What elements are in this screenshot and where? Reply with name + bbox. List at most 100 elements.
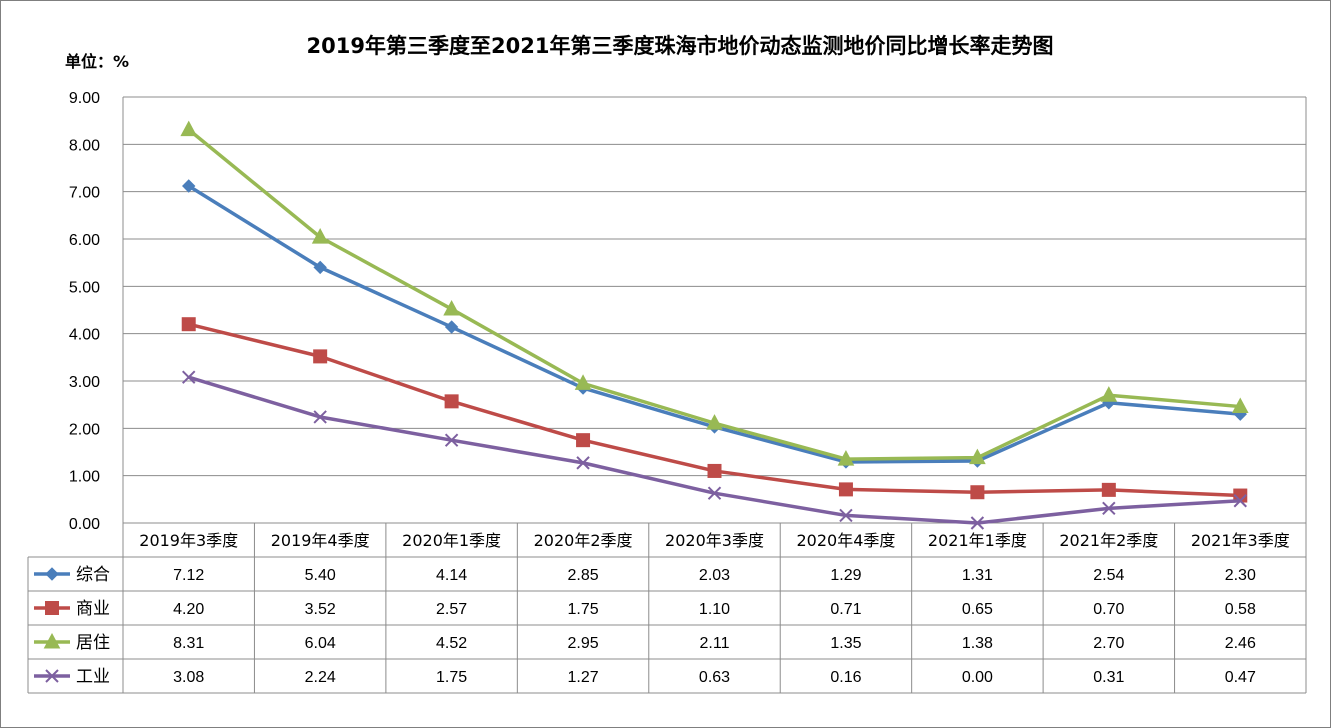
y-tick-label: 5.00 [69,279,100,296]
table-cell-value: 0.65 [962,601,993,618]
table-cell-value: 4.14 [436,567,467,584]
y-tick-label: 6.00 [69,232,100,249]
data-point [970,485,985,500]
table-cell-value: 4.52 [436,635,467,652]
x-tick-label: 2019年4季度 [271,531,370,550]
y-tick-label: 3.00 [69,374,100,391]
table-cell-value: 3.08 [173,669,204,686]
table-cell-value: 0.16 [830,669,861,686]
data-point [707,486,722,500]
table-cell-value: 0.47 [1225,669,1256,686]
data-point [444,433,459,447]
data-point [1100,386,1118,402]
table-cell-value: 0.63 [699,669,730,686]
data-point [313,410,327,424]
table-cell-value: 1.31 [962,567,993,584]
data-point [182,179,196,193]
y-tick-label: 0.00 [69,516,100,533]
data-point [181,317,196,332]
data-point [706,414,723,430]
table-cell-value: 4.20 [173,601,204,618]
table-cell-value: 2.11 [700,635,730,652]
table-cell-value: 1.10 [699,601,730,618]
chart-title: 2019年第三季度至2021年第三季度珠海市地价动态监测地价同比增长率走势图 [307,34,1054,58]
data-point [1102,501,1116,516]
data-point [443,299,460,316]
x-tick-label: 2020年2季度 [534,531,633,550]
table-cell-value: 2.95 [567,635,598,652]
table-cell-value: 2.85 [567,567,598,584]
legend-key-marker [45,669,59,683]
table-cell-value: 1.27 [567,669,598,686]
x-tick-label: 2021年3季度 [1191,531,1290,550]
table-cell-value: 2.30 [1225,567,1256,584]
table-cell-value: 7.12 [173,567,204,584]
data-point [444,320,459,334]
table-cell-value: 2.54 [1093,567,1124,584]
x-tick-label: 2020年4季度 [796,531,895,550]
table-cell-value: 5.40 [305,567,336,584]
table-cell-value: 6.04 [305,635,336,652]
data-point [182,370,196,384]
legend-entry: 工业 [76,667,110,687]
x-tick-label: 2020年3季度 [665,531,764,550]
table-cell-value: 0.00 [962,669,993,686]
series-工业 [182,370,1247,530]
x-tick-label: 2021年1季度 [928,531,1027,550]
table-cell-value: 2.24 [305,669,336,686]
data-point [576,456,590,470]
table-cell-value: 2.03 [699,567,730,584]
data-point [839,508,853,523]
table-cell-value: 2.57 [436,601,467,618]
data-point [576,433,591,448]
series-line [188,375,1241,525]
legend-entry: 商业 [76,599,110,619]
y-tick-label: 4.00 [69,327,100,344]
table-cell-value: 8.31 [173,635,204,652]
y-tick-label: 9.00 [69,90,100,107]
table-cell-value: 1.75 [436,669,467,686]
data-point [313,349,328,364]
unit-label: 单位：% [65,52,129,71]
data-point [838,482,853,497]
legend-entry: 居住 [76,633,110,653]
gridlines [122,96,1307,524]
data-point [1101,482,1116,497]
data-point [1233,494,1247,508]
legend-key-marker [45,567,59,581]
series-居住 [180,120,1249,466]
data-point [837,450,855,466]
data-point [444,394,459,409]
table-cell-value: 1.75 [567,601,598,618]
x-tick-label: 2021年2季度 [1059,531,1158,550]
series-lines [180,120,1249,530]
y-tick-label: 1.00 [69,469,100,486]
legend-entry: 综合 [76,565,110,585]
data-point [311,228,329,244]
data-point [313,260,327,275]
data-point [970,516,985,530]
data-point [1231,397,1249,414]
series-商业 [181,317,1248,503]
table-cell-value: 1.35 [830,635,861,652]
x-tick-label: 2019年3季度 [139,531,238,550]
table-cell-value: 2.46 [1225,635,1256,652]
table-cell-value: 2.70 [1093,635,1124,652]
series-line [187,128,1241,461]
legend-key-marker [43,632,61,649]
table-cell-value: 0.31 [1093,669,1124,686]
data-point [969,448,986,465]
y-axis-ticks: 0.00 1.00 2.00 3.00 4.00 5.00 6.00 7.00 8.00 9.00 [69,90,100,533]
table-cell-value: 1.38 [962,635,993,652]
table-cell-value: 0.71 [830,601,861,618]
data-table: 2019年3季度 2019年4季度 2020年1季度 2020年2季度 2020年3季度… [27,522,1307,694]
data-point [707,463,722,478]
y-tick-label: 8.00 [69,137,100,154]
table-cell-value: 3.52 [305,601,336,618]
table-cell-value: 0.70 [1093,601,1124,618]
y-tick-label: 2.00 [69,421,100,438]
legend-key-marker [45,601,59,615]
data-point [574,374,592,390]
